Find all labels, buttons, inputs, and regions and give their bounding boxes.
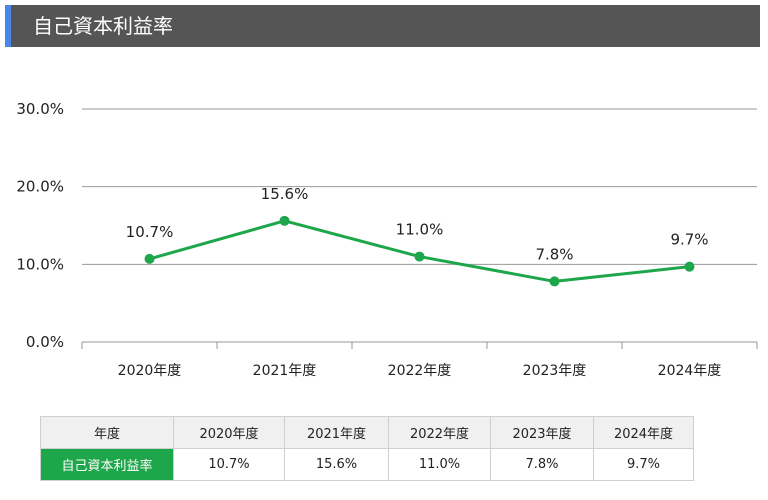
x-tick-label: 2020年度 xyxy=(118,363,182,379)
roe-line-chart: 0.0% 10.0% 20.0% 30.0% 2020年度 2021年度 2022年度 202… xyxy=(16,100,758,379)
table-year-cell: 2023年度 xyxy=(490,416,594,449)
y-tick-label: 10.0% xyxy=(16,255,64,273)
data-label: 10.7% xyxy=(126,223,174,241)
section-header: 自己資本利益率 xyxy=(5,5,760,47)
table-header-label: 年度 xyxy=(40,416,174,449)
x-tick-label: 2022年度 xyxy=(388,363,452,379)
table-value-cell: 7.8% xyxy=(490,448,594,481)
table-row-label: 自己資本利益率 xyxy=(40,448,174,481)
table-value-cell: 10.7% xyxy=(173,448,285,481)
data-point xyxy=(549,276,560,287)
table-header-row: 年度 2020年度 2021年度 2022年度 2023年度 2024年度 xyxy=(40,416,694,449)
table-value-cell: 15.6% xyxy=(284,448,389,481)
y-tick-label: 30.0% xyxy=(16,100,64,118)
table-row: 自己資本利益率 10.7% 15.6% 11.0% 7.8% 9.7% xyxy=(40,448,694,481)
table-year-cell: 2022年度 xyxy=(388,416,491,449)
x-tick-label: 2023年度 xyxy=(523,363,587,379)
data-label: 7.8% xyxy=(535,245,573,263)
y-tick-label: 0.0% xyxy=(26,333,64,351)
data-point xyxy=(414,251,425,262)
data-label: 15.6% xyxy=(261,185,309,203)
table-year-cell: 2021年度 xyxy=(284,416,389,449)
table-year-cell: 2024年度 xyxy=(593,416,694,449)
data-label: 11.0% xyxy=(396,221,444,239)
page-title: 自己資本利益率 xyxy=(33,14,173,38)
data-point xyxy=(144,253,155,264)
roe-data-table: 年度 2020年度 2021年度 2022年度 2023年度 2024年度 自己… xyxy=(40,416,694,481)
table-value-cell: 9.7% xyxy=(593,448,694,481)
x-tick-label: 2024年度 xyxy=(658,363,722,379)
y-tick-label: 20.0% xyxy=(16,178,64,196)
data-point xyxy=(684,261,695,272)
table-year-cell: 2020年度 xyxy=(173,416,285,449)
data-label: 9.7% xyxy=(670,231,708,249)
data-point xyxy=(279,215,290,226)
table-value-cell: 11.0% xyxy=(388,448,491,481)
x-tick-label: 2021年度 xyxy=(253,363,317,379)
header-accent-bar xyxy=(5,5,11,47)
